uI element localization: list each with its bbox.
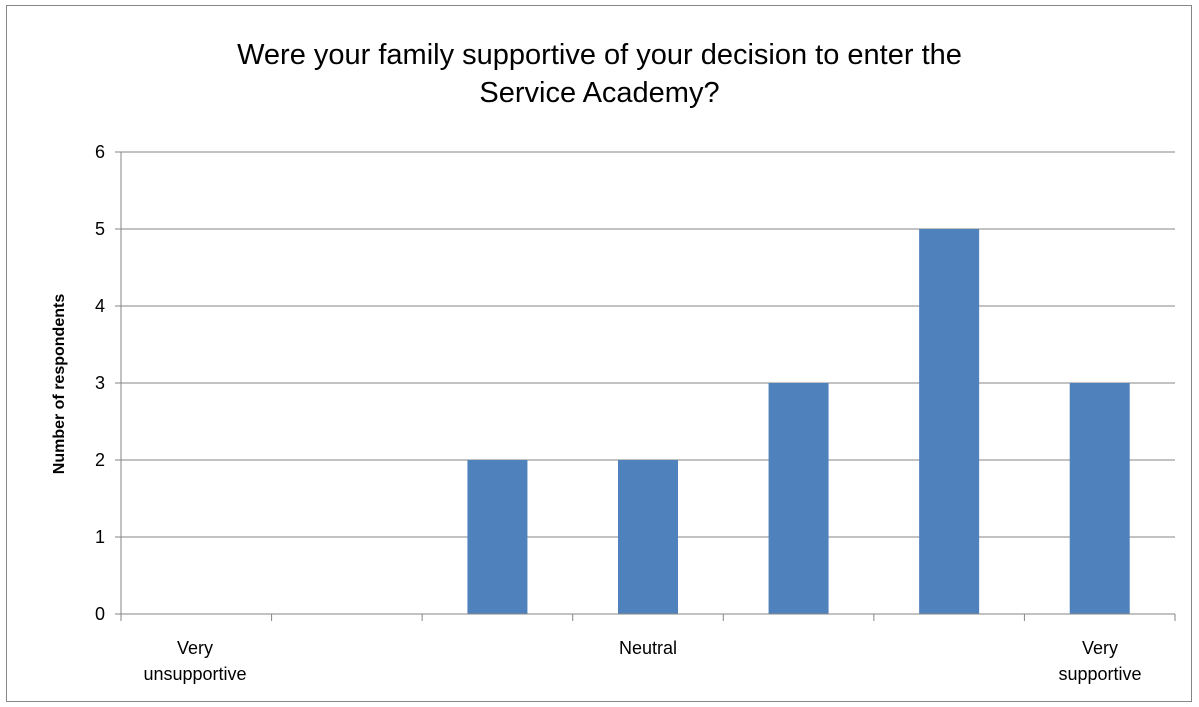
x-label-very-unsupportive-line-2: unsupportive [143,664,247,684]
chart-title: Were your family supportive of your deci… [0,36,1199,112]
x-label-very-unsupportive: Very unsupportive [115,635,275,687]
bar-7 [1069,383,1130,614]
x-label-very-supportive-line-2: supportive [1058,664,1142,684]
y-tick-label-4: 4 [95,296,105,316]
x-label-neutral: Neutral [568,635,728,661]
x-label-neutral-text: Neutral [618,638,678,658]
y-tick-label-3: 3 [95,373,105,393]
y-tick-label-5: 5 [95,219,105,239]
chart-title-line-1: Were your family supportive of your deci… [237,39,962,71]
y-tick-label-6: 6 [95,142,105,162]
bar-6 [919,229,980,614]
x-label-very-supportive: Very supportive [1020,635,1180,687]
x-label-very-supportive-line-1: Very [1081,638,1119,658]
y-tick-label-2: 2 [95,450,105,470]
chart-title-line-2: Service Academy? [479,77,720,109]
bar-4 [618,460,678,614]
y-tick-label-0: 0 [95,604,105,624]
bar-5 [768,383,829,614]
y-tick-label-1: 1 [95,527,105,547]
bar-3 [467,460,528,614]
chart-frame [6,5,1192,702]
x-label-very-unsupportive-line-1: Very [176,638,214,658]
